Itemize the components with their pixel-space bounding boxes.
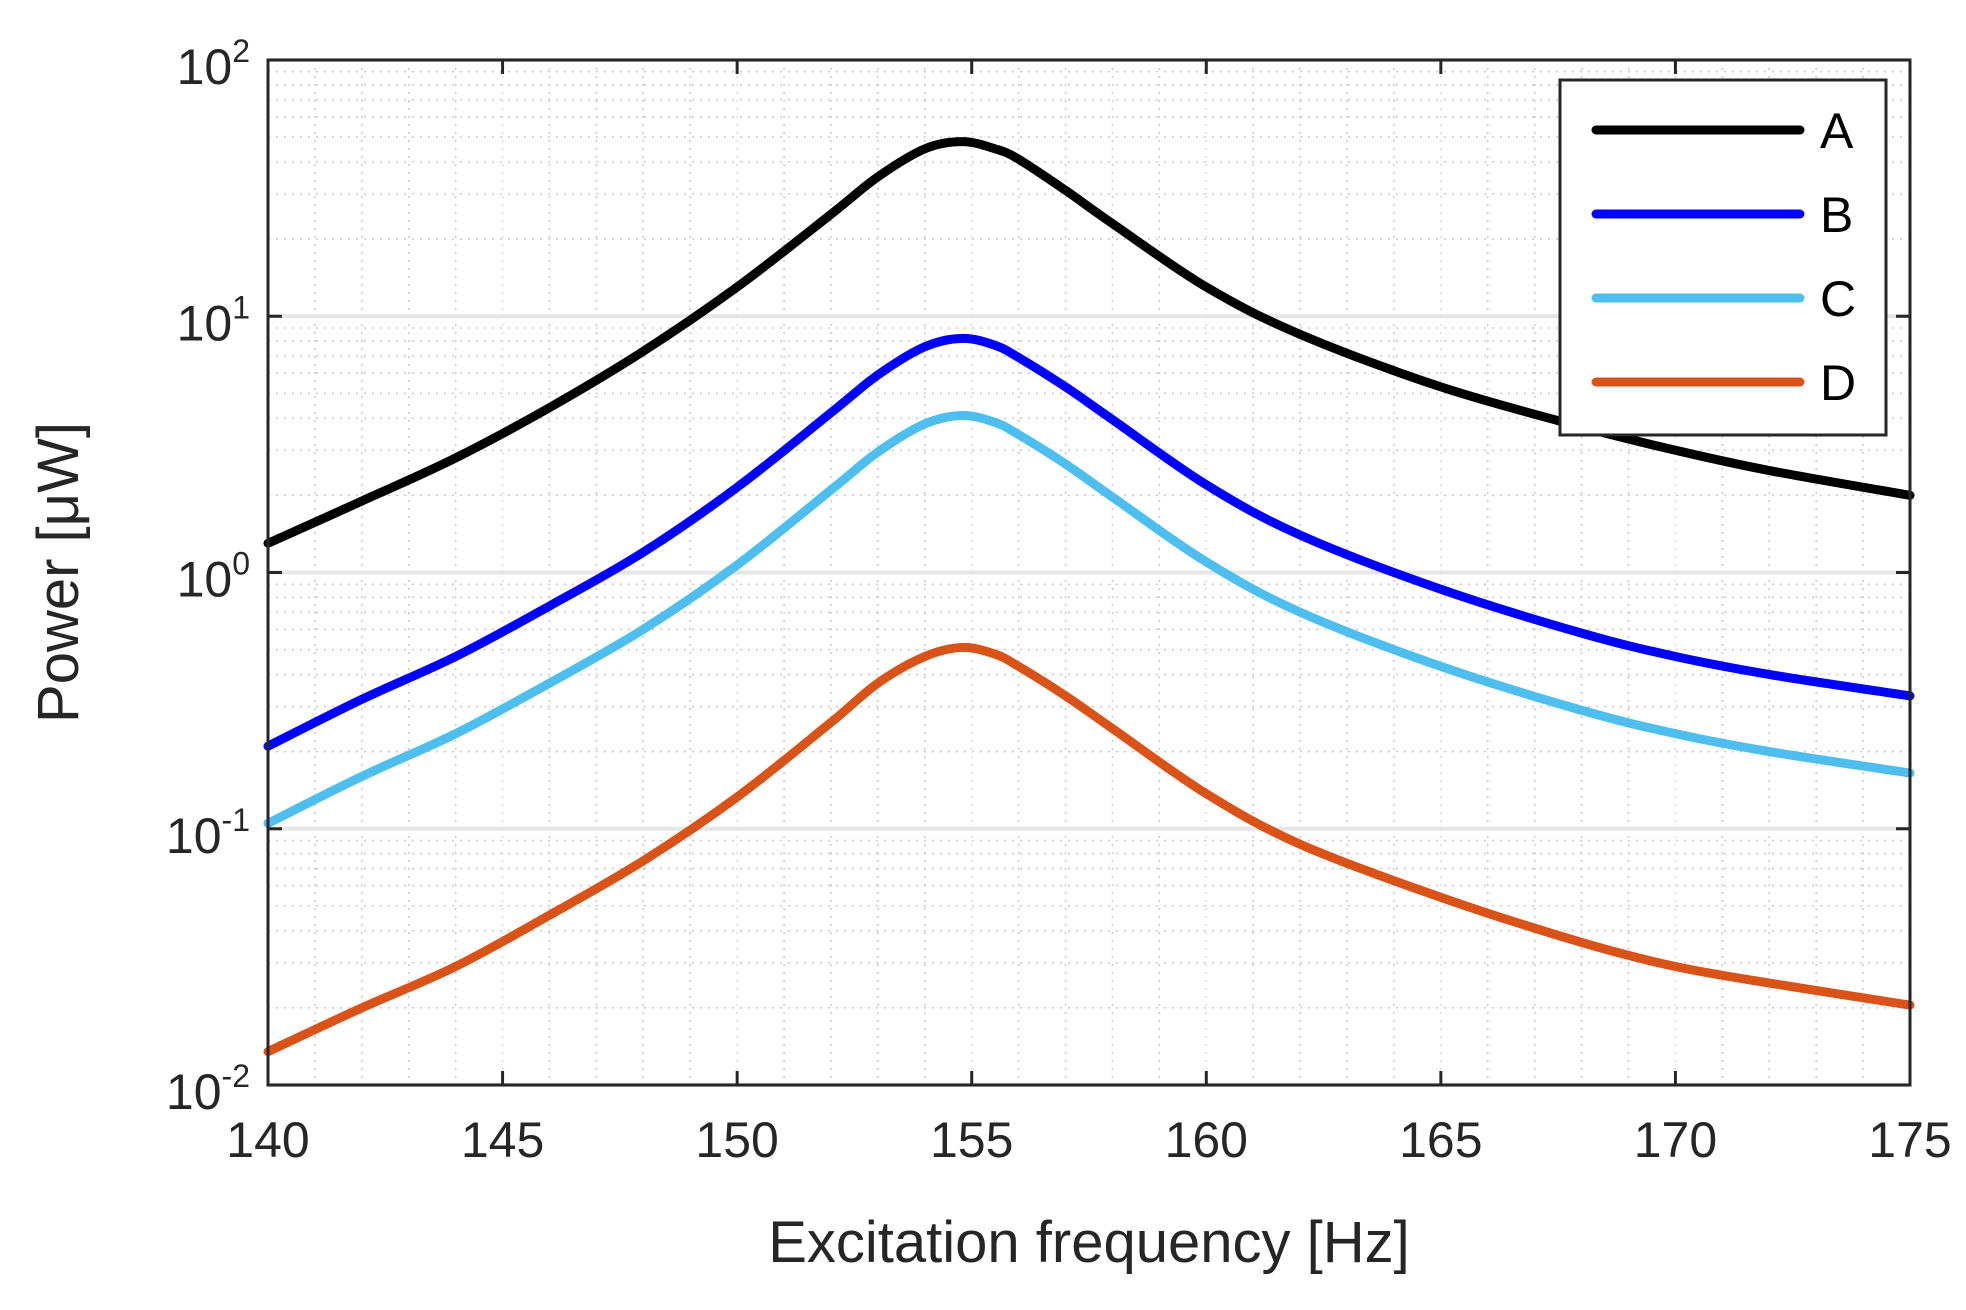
x-tick-label: 140 bbox=[226, 1112, 309, 1168]
y-tick-label-base: 10 bbox=[166, 1064, 222, 1120]
y-tick-label-exponent: 2 bbox=[232, 33, 250, 69]
y-tick-label: 102 bbox=[177, 33, 250, 95]
series-line-b bbox=[263, 333, 1915, 751]
y-tick-label-base: 10 bbox=[166, 808, 222, 864]
series-line-c bbox=[263, 410, 1915, 828]
legend-label-a: A bbox=[1820, 103, 1854, 159]
legend-label-b: B bbox=[1820, 187, 1853, 243]
y-tick-label-base: 10 bbox=[177, 295, 233, 351]
x-tick-label: 165 bbox=[1399, 1112, 1482, 1168]
x-ticks: 140 145 150 155 160 165 170 175 bbox=[226, 60, 1952, 1168]
y-tick-label-base: 10 bbox=[177, 39, 233, 95]
y-tick-label: 101 bbox=[177, 289, 250, 351]
y-tick-label: 10-2 bbox=[166, 1058, 250, 1120]
y-axis-title: Power [μW] bbox=[26, 422, 91, 723]
series-line-d bbox=[263, 642, 1915, 1057]
x-tick-label: 150 bbox=[695, 1112, 778, 1168]
legend-box bbox=[1558, 78, 1888, 437]
legend-label-c: C bbox=[1820, 271, 1856, 327]
x-tick-label: 145 bbox=[461, 1112, 544, 1168]
y-tick-label-exponent: 0 bbox=[232, 546, 250, 582]
y-tick-label-exponent: 1 bbox=[232, 289, 250, 325]
y-tick-label-base: 10 bbox=[177, 552, 233, 608]
x-tick-label: 155 bbox=[930, 1112, 1013, 1168]
legend-label-d: D bbox=[1820, 355, 1856, 411]
y-tick-label: 100 bbox=[177, 546, 250, 608]
x-tick-label: 175 bbox=[1868, 1112, 1951, 1168]
y-tick-label-exponent: -2 bbox=[222, 1058, 250, 1094]
x-tick-label: 170 bbox=[1634, 1112, 1717, 1168]
y-tick-label-exponent: -1 bbox=[222, 802, 250, 838]
x-tick-label: 160 bbox=[1165, 1112, 1248, 1168]
y-tick-label: 10-1 bbox=[166, 802, 250, 864]
x-axis-title: Excitation frequency [Hz] bbox=[768, 1210, 1410, 1275]
